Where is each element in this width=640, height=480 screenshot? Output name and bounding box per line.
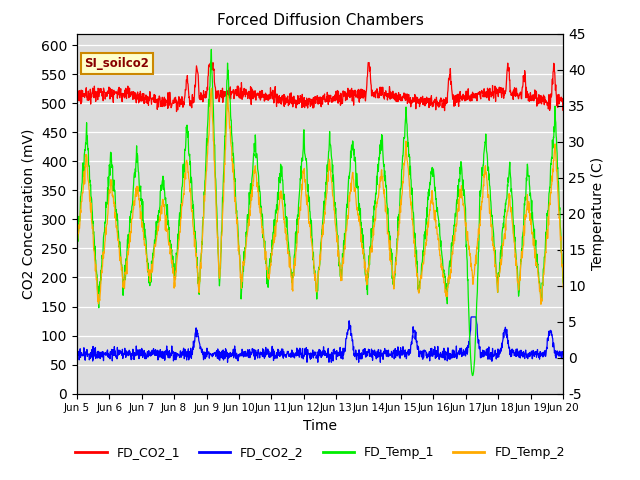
Title: Forced Diffusion Chambers: Forced Diffusion Chambers [216, 13, 424, 28]
Y-axis label: CO2 Concentration (mV): CO2 Concentration (mV) [21, 129, 35, 299]
Y-axis label: Temperature (C): Temperature (C) [591, 157, 605, 270]
Legend: FD_CO2_1, FD_CO2_2, FD_Temp_1, FD_Temp_2: FD_CO2_1, FD_CO2_2, FD_Temp_1, FD_Temp_2 [70, 441, 570, 464]
Text: SI_soilco2: SI_soilco2 [84, 57, 149, 70]
X-axis label: Time: Time [303, 419, 337, 433]
